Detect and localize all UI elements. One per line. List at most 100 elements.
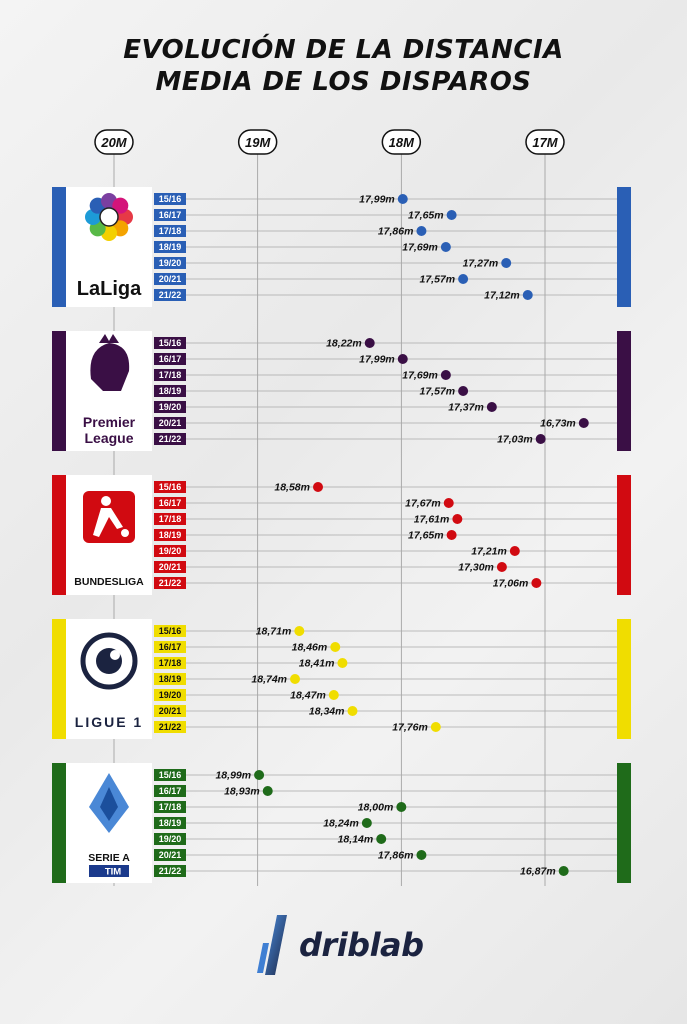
league-block-laliga: LaLiga 15/16 17,99m 16/17 17,65m 17/18 17,86m 1… [52,187,631,307]
season-label-bg [154,545,186,557]
tick-pill-18 [381,129,422,155]
season-label: 16/17 [159,498,182,508]
data-label: 17,76m [392,722,428,734]
laliga-petal-icon [112,197,129,214]
league-color-bar-right [617,331,631,451]
data-label: 17,99m [359,194,395,206]
data-point [440,370,451,380]
season-label: 18/19 [159,674,182,684]
data-point [496,562,507,572]
data-point [397,354,408,364]
season-label: 20/21 [159,274,182,284]
data-point [486,402,497,412]
logo-text-line-2: TIM [105,867,121,878]
x-tick-label: 19M [245,135,271,150]
season-label-bg [154,273,186,285]
data-point [501,258,512,268]
league-color-bar-right [617,619,631,739]
season-label-bg [154,641,186,653]
data-point [430,722,441,732]
season-label-bg [154,833,186,845]
season-label-bg [154,209,186,221]
data-label: 18,58m [274,482,310,494]
data-point [440,242,451,252]
season-label: 17/18 [159,514,182,524]
data-point [396,802,407,812]
season-label-bg [154,577,186,589]
season-label: 19/20 [159,402,182,412]
data-label: 17,65m [408,210,444,222]
x-tick-label: 20M [100,135,127,150]
season-label: 20/21 [159,562,182,572]
league-color-bar-right [617,475,631,595]
season-label-bg [154,385,186,397]
data-label: 18,99m [215,770,251,782]
data-point [535,434,546,444]
data-label: 17,61m [414,514,450,526]
season-label-bg [154,625,186,637]
data-point [458,386,469,396]
data-point [558,866,569,876]
data-point [509,546,520,556]
data-point [443,498,454,508]
season-label-bg [154,353,186,365]
season-label: 21/22 [159,434,182,444]
season-label: 16/17 [159,210,182,220]
crown-icon [99,334,119,343]
data-point [364,338,375,348]
data-point [531,578,542,588]
season-label: 21/22 [159,290,182,300]
season-label: 19/20 [159,834,182,844]
data-label: 18,22m [326,338,362,350]
data-label: 17,57m [419,386,455,398]
data-label: 17,27m [463,258,499,270]
season-label: 15/16 [159,338,182,348]
data-label: 18,34m [309,706,345,718]
data-label: 17,57m [419,274,455,286]
data-point [361,818,372,828]
data-label: 17,30m [458,562,494,574]
player-head-icon [101,496,111,506]
league-block-serie-a: SERIE A TIM 15/16 18,99m 16/17 18,93m 17/18 18,… [52,763,631,883]
season-label-bg [154,433,186,445]
season-label: 21/22 [159,722,182,732]
data-point [446,530,457,540]
logo-text-line-1: SERIE A [88,852,130,864]
data-point [313,482,324,492]
data-point [262,786,273,796]
data-label: 18,00m [358,802,394,814]
league-color-bar-left [52,763,66,883]
brand-name: driblab [299,926,424,964]
data-label: 17,67m [405,498,441,510]
data-label: 17,69m [402,370,438,382]
season-label-bg [154,865,186,877]
data-point [416,850,427,860]
league-color-bar-left [52,331,66,451]
data-point [397,194,408,204]
data-label: 18,74m [251,674,287,686]
season-label-bg [154,657,186,669]
season-label-bg [154,241,186,253]
data-point [522,290,533,300]
x-tick-label: 18M [389,135,415,150]
season-label: 17/18 [159,658,182,668]
league-color-bar-left [52,187,66,307]
season-label: 16/17 [159,786,182,796]
season-label: 15/16 [159,770,182,780]
season-label-bg [154,513,186,525]
league-color-bar-right [617,763,631,883]
data-label: 18,71m [256,626,292,638]
season-label: 16/17 [159,642,182,652]
axes-layer: 20M 19M 18M 17M [94,129,565,886]
data-point [254,770,265,780]
season-label-bg [154,561,186,573]
data-label: 17,06m [493,578,529,590]
season-label-bg [154,337,186,349]
chart-title-line-2: MEDIA DE LOS DISPAROS [155,67,532,97]
tick-pill-19 [237,129,278,155]
data-label: 17,03m [497,434,533,446]
season-label: 20/21 [159,418,182,428]
season-label-bg [154,705,186,717]
